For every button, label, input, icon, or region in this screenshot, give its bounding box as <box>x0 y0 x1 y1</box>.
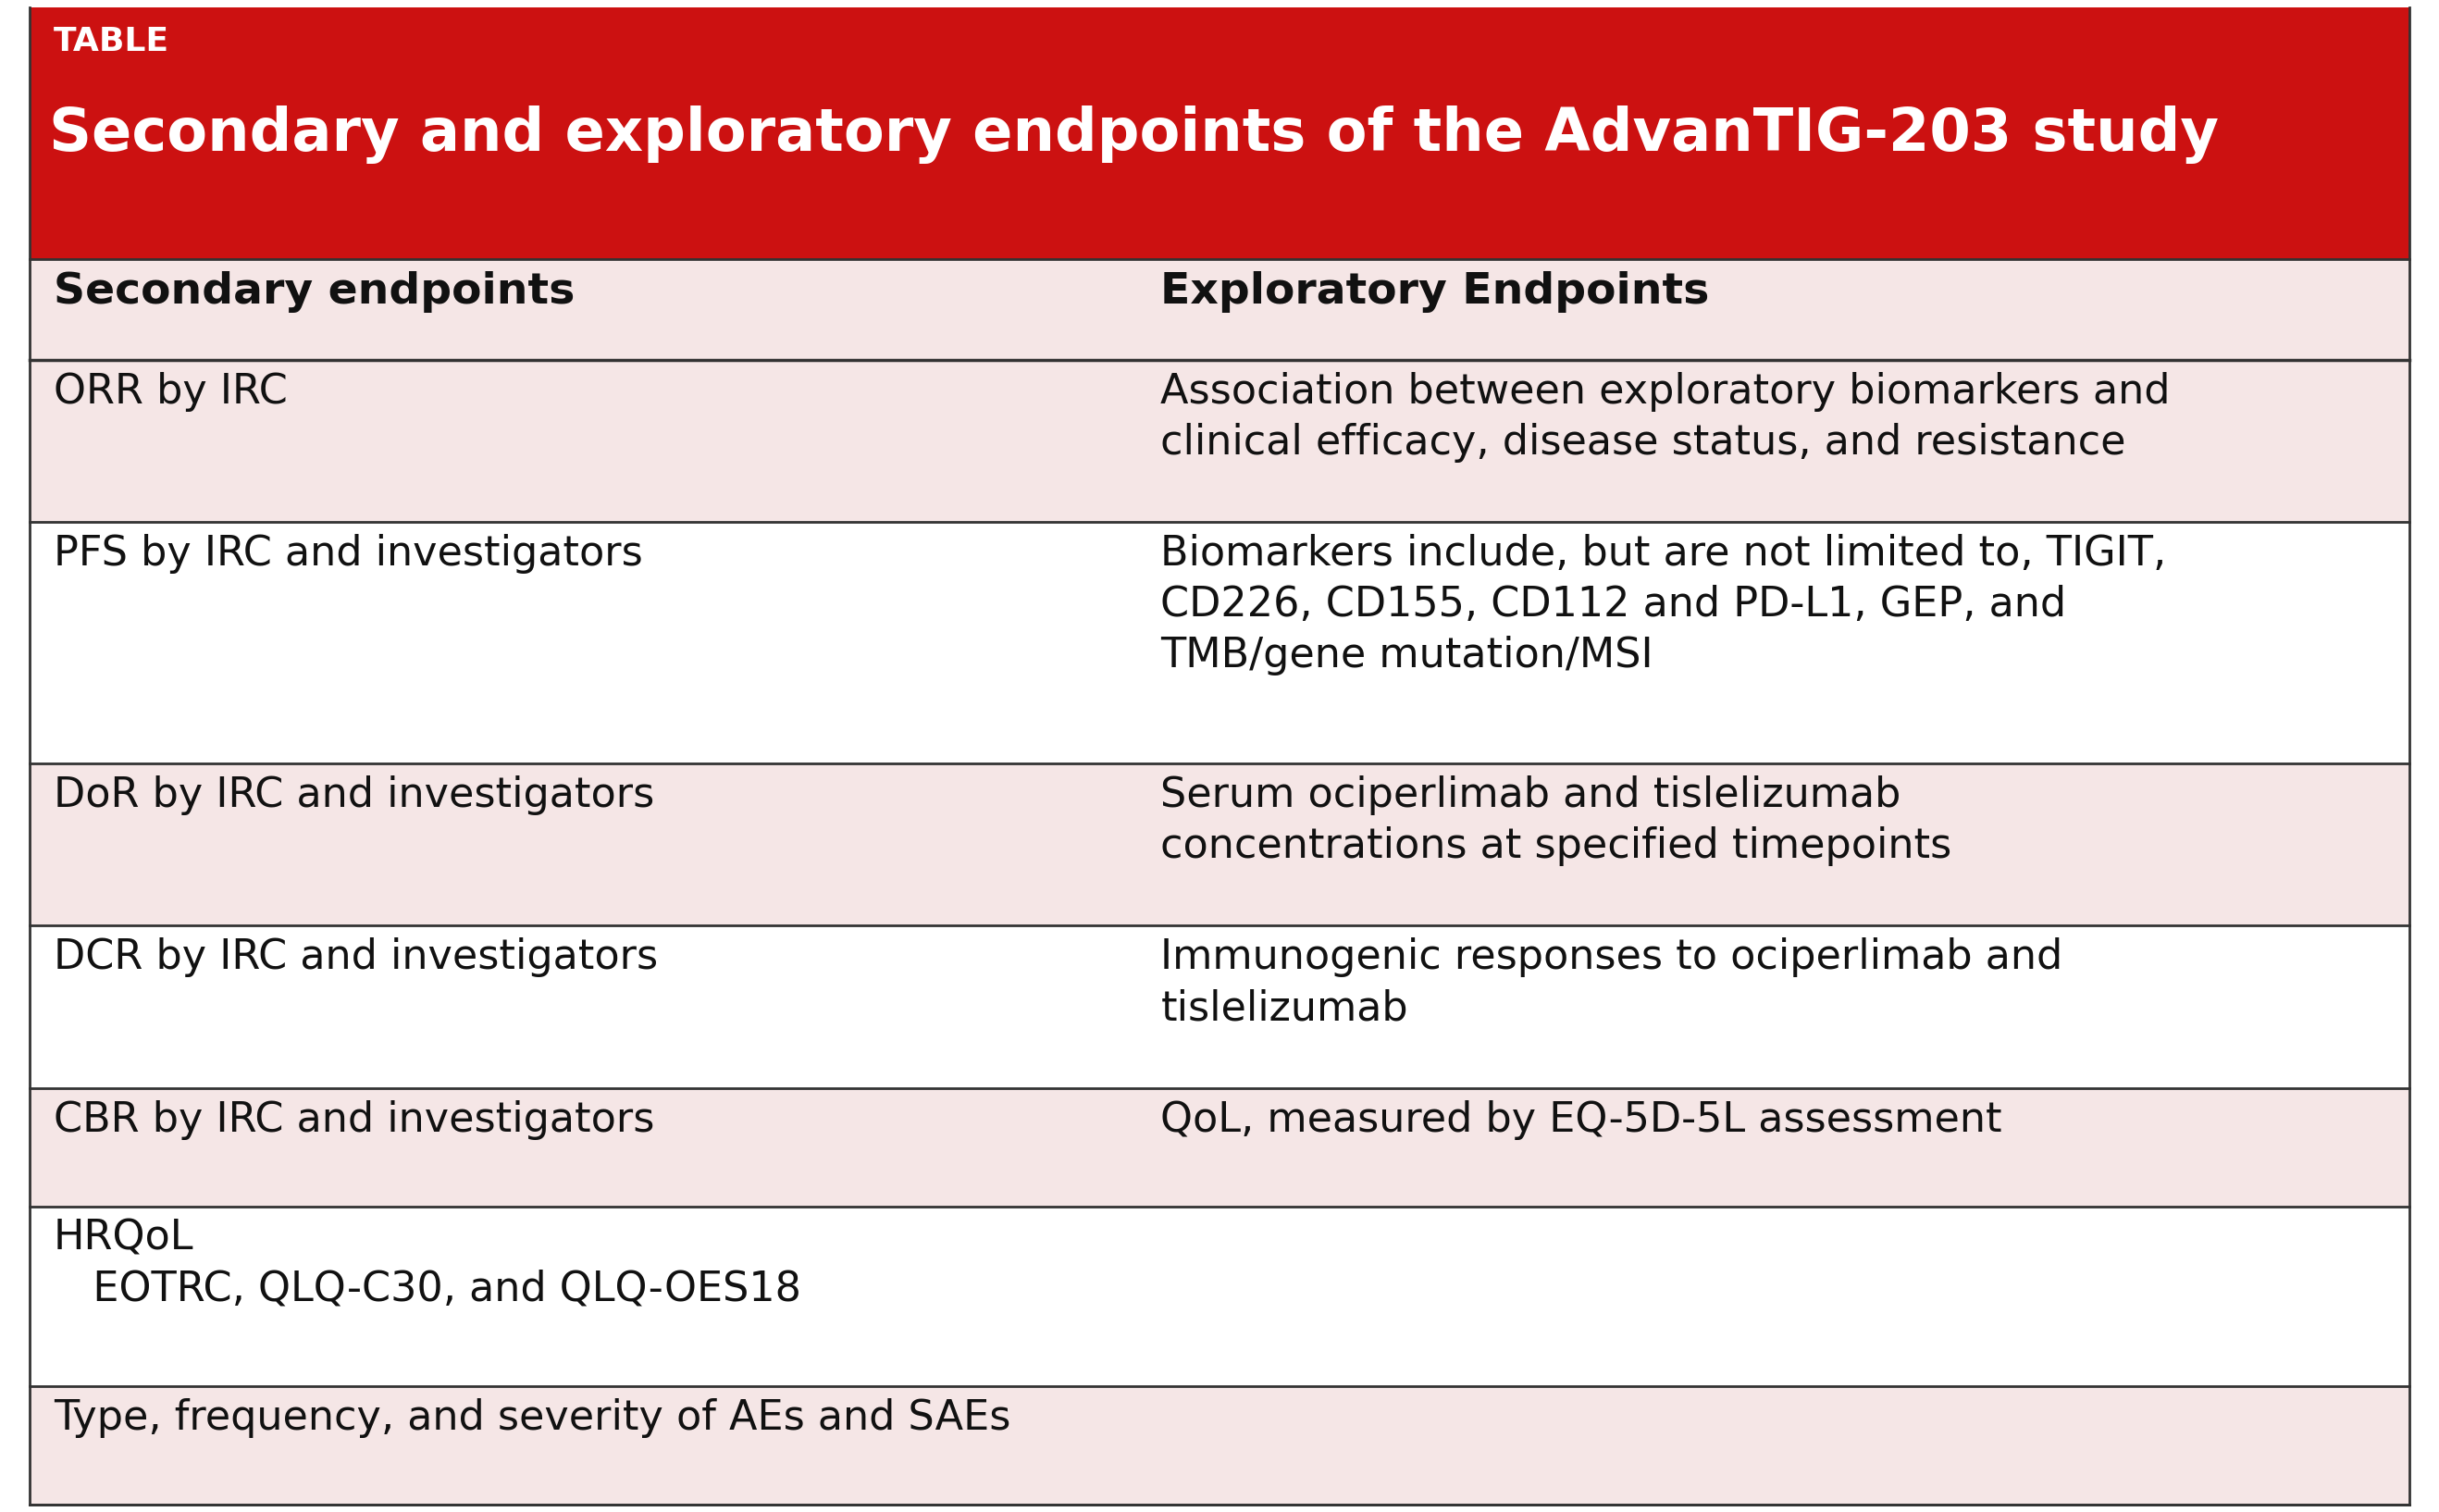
Bar <box>29 1087 2410 1207</box>
Bar <box>29 925 2410 1087</box>
Text: Type, frequency, and severity of AEs and SAEs: Type, frequency, and severity of AEs and… <box>54 1399 1010 1438</box>
Text: Immunogenic responses to ociperlimab and
tislelizumab: Immunogenic responses to ociperlimab and… <box>1161 937 2063 1028</box>
Bar <box>29 764 2410 925</box>
Text: DCR by IRC and investigators: DCR by IRC and investigators <box>54 937 659 977</box>
Bar <box>29 259 2410 360</box>
Text: Secondary endpoints: Secondary endpoints <box>54 271 576 313</box>
Bar <box>29 1207 2410 1387</box>
Text: HRQoL
   EOTRC, QLQ-C30, and QLQ-OES18: HRQoL EOTRC, QLQ-C30, and QLQ-OES18 <box>54 1219 800 1309</box>
Text: QoL, measured by EQ-5D-5L assessment: QoL, measured by EQ-5D-5L assessment <box>1161 1099 2002 1140</box>
Text: Biomarkers include, but are not limited to, TIGIT,
CD226, CD155, CD112 and PD-L1: Biomarkers include, but are not limited … <box>1161 534 2166 676</box>
Bar <box>29 360 2410 522</box>
Text: Association between exploratory biomarkers and
clinical efficacy, disease status: Association between exploratory biomarke… <box>1161 372 2171 463</box>
Text: Secondary and exploratory endpoints of the AdvanTIG-203 study: Secondary and exploratory endpoints of t… <box>49 106 2219 165</box>
Text: Serum ociperlimab and tislelizumab
concentrations at specified timepoints: Serum ociperlimab and tislelizumab conce… <box>1161 776 1951 866</box>
Text: Exploratory Endpoints: Exploratory Endpoints <box>1161 271 1710 313</box>
Text: DoR by IRC and investigators: DoR by IRC and investigators <box>54 776 654 815</box>
Bar <box>29 1387 2410 1504</box>
Text: TABLE: TABLE <box>54 26 168 57</box>
Text: PFS by IRC and investigators: PFS by IRC and investigators <box>54 534 644 575</box>
Text: ORR by IRC: ORR by IRC <box>54 372 288 411</box>
Bar <box>29 522 2410 764</box>
Bar <box>29 8 2410 259</box>
Text: CBR by IRC and investigators: CBR by IRC and investigators <box>54 1099 654 1140</box>
